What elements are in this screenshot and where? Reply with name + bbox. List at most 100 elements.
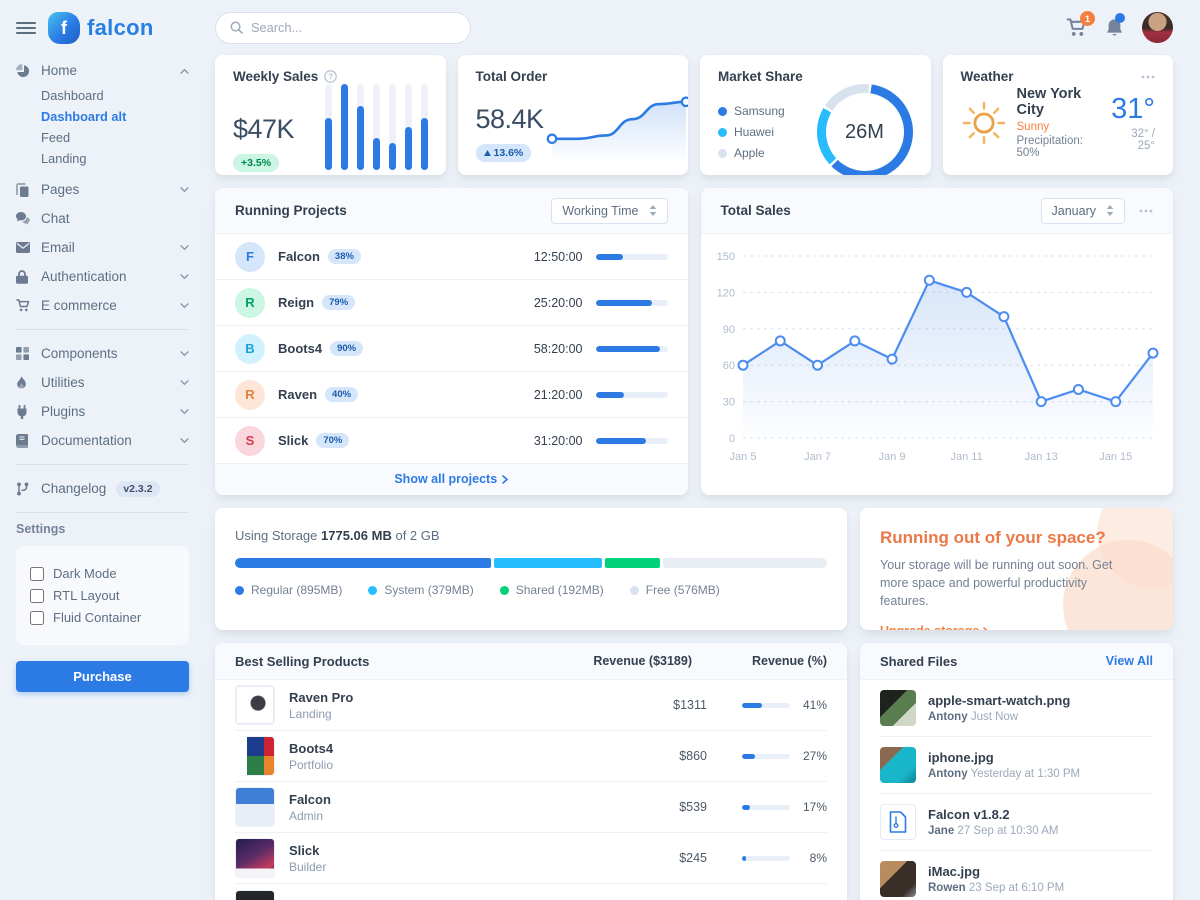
sidebar-item-e-commerce[interactable]: E commerce [16,291,189,320]
svg-text:Jan 13: Jan 13 [1024,451,1057,463]
sidebar-item-pages[interactable]: Pages [16,175,189,204]
shared-file-item[interactable]: iphone.jpg Antony Yesterday at 1:30 PM [880,737,1153,794]
file-name[interactable]: apple-smart-watch.png [928,693,1071,708]
svg-text:120: 120 [716,287,734,299]
sidebar-item-dashboard[interactable]: Dashboard [41,88,104,103]
bar [356,84,364,170]
market-share-title: Market Share [718,69,803,84]
search-box[interactable] [215,11,471,44]
divider [16,512,189,513]
settings-section-label: Settings [16,522,66,536]
product-thumbnail [235,889,275,900]
product-row-slick[interactable]: Slick Builder $245 8% [235,833,827,884]
chevron-down-icon [180,273,189,280]
cart-button[interactable]: 1 [1066,11,1095,37]
sidebar-item-home[interactable]: Home [16,56,189,85]
sidebar-item-documentation[interactable]: Documentation [16,426,189,455]
question-circle-icon[interactable]: ? [324,70,338,83]
project-row-falcon[interactable]: F Falcon 38% 12:50:00 [215,234,688,280]
product-row[interactable] [235,884,827,900]
upgrade-storage-link[interactable]: Upgrade storage [880,624,989,630]
storage-segment [235,558,491,568]
purchase-button[interactable]: Purchase [16,661,189,692]
shared-file-item[interactable]: Falcon v1.8.2 Jane 27 Sep at 10:30 AM [880,794,1153,851]
checkbox-dark-mode[interactable]: Dark Mode [30,566,175,581]
product-row-falcon[interactable]: Falcon Admin $539 17% [235,782,827,833]
file-name[interactable]: iMac.jpg [928,864,981,879]
file-timestamp: 27 Sep at 10:30 AM [957,825,1059,837]
shared-files-card: Shared Files View All apple-smart-watch.… [860,643,1173,900]
sidebar-item-plugins[interactable]: Plugins [16,397,189,426]
shared-file-item[interactable]: apple-smart-watch.png Antony Just Now [880,680,1153,737]
view-all-link[interactable]: View All [1105,654,1153,668]
product-row-raven-pro[interactable]: Raven Pro Landing $1311 41% [235,680,827,731]
bar [340,84,348,170]
project-row-reign[interactable]: R Reign 79% 25:20:00 [215,280,688,326]
chevron-down-icon [180,437,189,444]
product-row-boots4[interactable]: Boots4 Portfolio $860 27% [235,731,827,782]
sidebar-item-landing[interactable]: Landing [41,151,87,166]
sidebar-item-chat[interactable]: Chat [16,204,189,233]
lock-icon [16,269,31,284]
file-thumbnail [880,861,916,897]
svg-text:Jan 7: Jan 7 [804,451,831,463]
weather-temperature: 31° [1111,93,1155,125]
sidebar-item-utilities[interactable]: Utilities [16,368,189,397]
checkbox-input[interactable] [30,588,44,603]
project-progress-bar [595,391,668,398]
sort-icon [1106,205,1114,216]
sidebar-item-changelog[interactable]: Changelog v2.3.2 [16,474,189,503]
storage-legend-item: Shared (192MB) [499,583,604,597]
search-icon [230,21,243,34]
settings-panel: Dark Mode RTL Layout Fluid Container [16,546,189,645]
comments-icon [16,212,31,225]
caret-up-icon [483,150,491,156]
chevron-down-icon [180,244,189,251]
weekly-sales-bar-chart [324,84,428,172]
promo-body: Your storage will be running out soon. G… [880,558,1113,609]
checkbox-fluid-container[interactable]: Fluid Container [30,610,175,625]
product-revenue: $1311 [673,698,707,712]
month-select[interactable]: January [1040,197,1125,224]
show-all-projects-link[interactable]: Show all projects [215,464,688,494]
project-avatar: S [235,425,265,456]
notifications-button[interactable] [1105,12,1125,38]
checkbox-input[interactable] [30,610,44,625]
total-sales-line-chart: 0 30 60 90 120 150 Jan 5 Jan 7 Jan 9 Jan 11 Jan 13… [701,234,1174,490]
bar [420,84,428,170]
weather-menu-button[interactable] [1141,75,1155,79]
file-thumbnail [880,690,916,726]
brand-logo[interactable]: f falcon [48,12,154,44]
legend-item-samsung: Samsung [718,104,785,118]
total-order-title: Total Order [475,69,548,84]
checkbox-rtl-layout[interactable]: RTL Layout [30,588,175,603]
search-input[interactable] [251,20,456,35]
file-name[interactable]: Falcon v1.8.2 [928,807,1010,822]
project-row-boots4[interactable]: B Boots4 90% 58:20:00 [215,326,688,372]
chevron-down-icon [180,350,189,357]
weather-card: Weather [942,55,1173,175]
chevron-right-icon [502,474,509,484]
total-sales-menu-button[interactable] [1139,209,1153,213]
sidebar-item-components[interactable]: Components [16,339,189,368]
checkbox-input[interactable] [30,566,44,581]
sidebar-item-feed[interactable]: Feed [41,130,71,145]
product-thumbnail [235,736,275,776]
total-sales-card: Total Sales January 0 30 60 90 120 150 Jan 5 Ja… [700,188,1174,495]
shopping-cart-icon [16,299,31,312]
revenue-pct-bar [742,855,790,861]
file-name[interactable]: iphone.jpg [928,750,994,765]
project-row-slick[interactable]: S Slick 70% 31:20:00 [215,418,688,464]
working-time-select[interactable]: Working Time [551,197,668,224]
sidebar-item-dashboard-alt[interactable]: Dashboard alt [41,109,127,124]
shared-file-item[interactable]: iMac.jpg Rowen 23 Sep at 6:10 PM [880,851,1153,900]
avatar[interactable] [1142,12,1173,43]
project-row-raven[interactable]: R Raven 40% 21:20:00 [215,372,688,418]
file-timestamp: Just Now [970,711,1019,723]
weather-precipitation: Precipitation: 50% [1016,135,1083,159]
sidebar-item-email[interactable]: Email [16,233,189,262]
project-percent-badge: 70% [316,433,350,448]
sidebar-item-authentication[interactable]: Authentication [16,262,189,291]
hamburger-menu-icon[interactable] [16,15,36,41]
legend-dot [499,585,509,595]
